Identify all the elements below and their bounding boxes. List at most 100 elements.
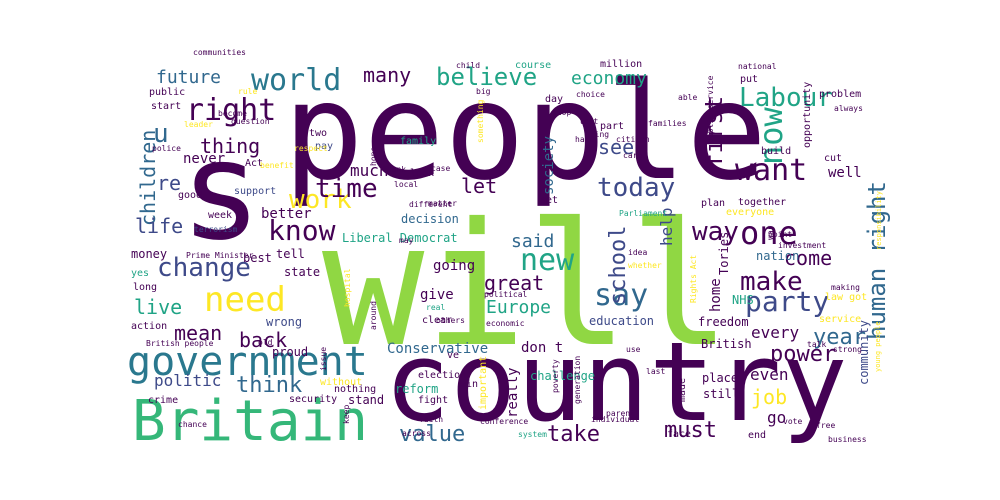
word: national bbox=[738, 62, 777, 71]
word: left bbox=[579, 117, 598, 126]
word: fight bbox=[418, 395, 448, 406]
word: free bbox=[816, 421, 835, 430]
word: party bbox=[745, 285, 829, 318]
word: NHS bbox=[732, 293, 754, 307]
word: first bbox=[700, 96, 728, 168]
word: Tories bbox=[717, 232, 731, 275]
word: made bbox=[677, 378, 688, 402]
word: proud bbox=[272, 345, 308, 359]
word: always bbox=[834, 104, 863, 113]
word: matter bbox=[428, 199, 457, 208]
word: clear bbox=[422, 315, 452, 326]
word: see bbox=[598, 135, 634, 159]
word: s bbox=[180, 113, 262, 271]
word: reform bbox=[395, 382, 438, 396]
word: talk bbox=[807, 340, 826, 349]
word: home bbox=[708, 278, 724, 312]
word: British people bbox=[146, 339, 214, 348]
word: Act bbox=[245, 158, 263, 169]
word: million bbox=[600, 59, 642, 70]
word: election bbox=[418, 370, 466, 381]
word: become bbox=[218, 109, 247, 118]
word: children bbox=[136, 130, 160, 226]
word: mean bbox=[174, 321, 222, 345]
word: something bbox=[476, 99, 485, 143]
word: British bbox=[701, 337, 752, 351]
word: education bbox=[589, 314, 654, 328]
word: back bbox=[239, 328, 287, 352]
word: public bbox=[149, 87, 185, 98]
word: u bbox=[153, 119, 169, 149]
word: life bbox=[135, 214, 183, 238]
word: together bbox=[738, 197, 786, 208]
word: help bbox=[657, 207, 676, 246]
word: better bbox=[261, 206, 312, 222]
word: think bbox=[236, 373, 302, 398]
word: come bbox=[784, 246, 832, 270]
word: family bbox=[400, 136, 436, 147]
word: challenge bbox=[530, 369, 595, 383]
word: country bbox=[384, 318, 848, 446]
word: young people bbox=[874, 321, 882, 372]
word: let bbox=[461, 174, 497, 198]
word: best bbox=[243, 251, 272, 265]
word: system bbox=[518, 430, 547, 439]
word: know bbox=[268, 214, 336, 247]
word: whether bbox=[628, 261, 662, 270]
word: believe bbox=[436, 63, 537, 91]
word: value bbox=[399, 422, 465, 447]
word: end bbox=[748, 430, 766, 441]
word: hard bbox=[575, 135, 594, 144]
word: local bbox=[394, 180, 418, 189]
word: future bbox=[156, 67, 221, 88]
word: state bbox=[284, 265, 320, 279]
word: go bbox=[767, 408, 786, 427]
word: citizen bbox=[616, 135, 650, 144]
word: right bbox=[186, 93, 276, 128]
word: build bbox=[761, 146, 791, 157]
word: different bbox=[409, 200, 453, 209]
word: war bbox=[766, 225, 775, 240]
word: politic bbox=[154, 371, 221, 390]
word: part bbox=[600, 121, 624, 132]
word: opportunity bbox=[802, 82, 813, 148]
word: benefit bbox=[260, 161, 294, 170]
word: world bbox=[251, 63, 341, 98]
word: thing bbox=[200, 134, 260, 158]
word: law got bbox=[825, 292, 867, 303]
word: society bbox=[541, 136, 557, 195]
word: day bbox=[545, 94, 563, 105]
word: good bbox=[178, 190, 202, 201]
word: plan bbox=[701, 198, 725, 209]
word: freedom bbox=[698, 315, 749, 329]
word: Labour bbox=[739, 83, 833, 113]
word: idea bbox=[628, 248, 647, 257]
word: say bbox=[594, 278, 648, 313]
word: hope bbox=[369, 147, 378, 166]
word: give bbox=[420, 287, 454, 303]
word: chance bbox=[178, 420, 207, 429]
word: money bbox=[131, 247, 167, 261]
word: child bbox=[456, 61, 480, 70]
word: issue bbox=[319, 347, 328, 371]
word: today bbox=[597, 173, 675, 203]
word: cut bbox=[824, 153, 842, 164]
word: human right bbox=[863, 181, 891, 340]
word: action bbox=[131, 321, 167, 332]
word: new bbox=[520, 243, 575, 278]
word: poverty bbox=[551, 359, 560, 393]
word: change bbox=[157, 253, 251, 283]
word: crime bbox=[148, 395, 178, 406]
word: work bbox=[289, 185, 352, 215]
word: faith bbox=[419, 415, 443, 424]
word: case bbox=[431, 164, 450, 173]
word: well bbox=[828, 165, 862, 181]
word: may bbox=[399, 236, 414, 245]
word: wrong bbox=[266, 315, 302, 329]
word: place bbox=[702, 371, 738, 385]
word: leader bbox=[184, 120, 213, 129]
word: will bbox=[322, 187, 731, 385]
word: even bbox=[750, 365, 789, 384]
word: Conservative bbox=[387, 341, 488, 357]
word: tell bbox=[276, 247, 305, 261]
